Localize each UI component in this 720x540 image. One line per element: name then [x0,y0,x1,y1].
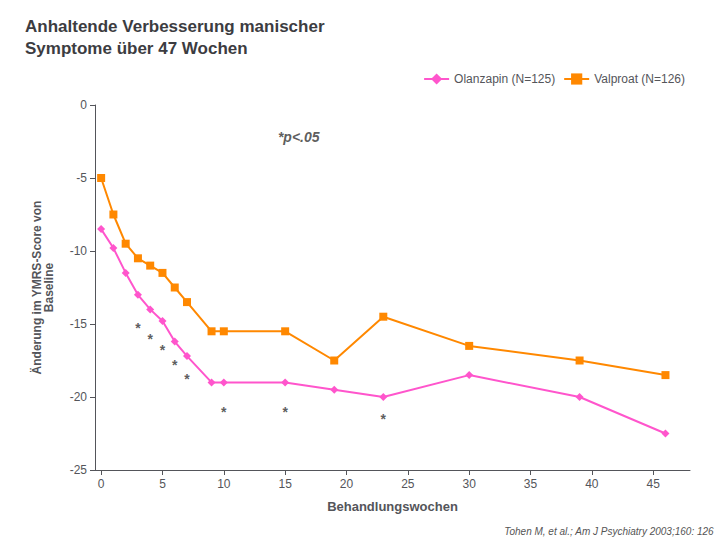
svg-text:Symptome über 47 Wochen: Symptome über 47 Wochen [25,39,248,58]
svg-text:0: 0 [98,477,105,491]
svg-text:5: 5 [159,477,166,491]
svg-text:*: * [147,331,153,347]
svg-text:-15: -15 [70,317,88,331]
svg-text:40: 40 [585,477,599,491]
svg-text:Anhaltende Verbesserung manisc: Anhaltende Verbesserung manischer [25,17,325,36]
svg-text:25: 25 [401,477,415,491]
svg-text:10: 10 [217,477,231,491]
svg-text:45: 45 [647,477,661,491]
svg-text:Änderung im YMRS-Score von: Änderung im YMRS-Score von [30,200,44,375]
svg-text:*: * [381,411,387,427]
svg-text:35: 35 [524,477,538,491]
svg-text:Behandlungswochen: Behandlungswochen [327,499,458,514]
svg-text:Olanzapin (N=125): Olanzapin (N=125) [454,72,555,86]
svg-text:20: 20 [340,477,354,491]
svg-text:-5: -5 [76,171,87,185]
svg-text:*: * [221,404,227,420]
svg-text:Tohen M, et al.; Am J Psychiat: Tohen M, et al.; Am J Psychiatry 2003;16… [504,526,714,537]
svg-text:*: * [172,357,178,373]
svg-text:*: * [282,404,288,420]
svg-text:Valproat (N=126): Valproat (N=126) [594,72,685,86]
svg-text:*p<.05: *p<.05 [278,129,320,145]
svg-text:-20: -20 [70,390,88,404]
svg-text:*: * [160,342,166,358]
svg-text:*: * [184,371,190,387]
svg-text:Baseline: Baseline [42,262,56,312]
svg-text:0: 0 [80,98,87,112]
svg-text:*: * [135,320,141,336]
svg-text:15: 15 [278,477,292,491]
svg-text:30: 30 [462,477,476,491]
svg-text:-10: -10 [70,244,88,258]
svg-text:-25: -25 [70,463,88,477]
